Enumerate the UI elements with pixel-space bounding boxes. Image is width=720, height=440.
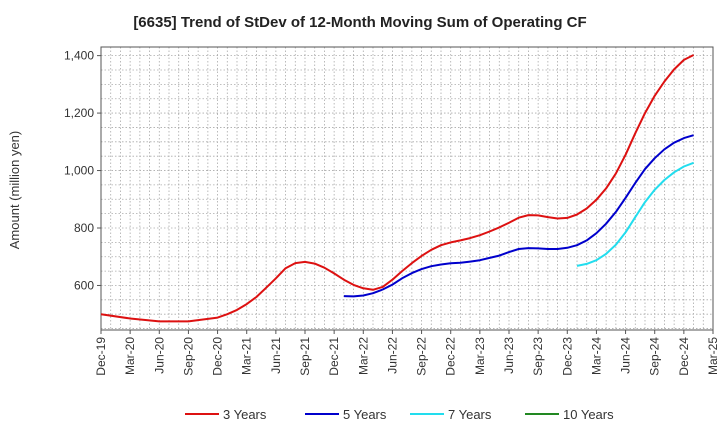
x-tick-label: Mar-24 [589,337,603,375]
x-tick-label: Sep-20 [181,337,195,376]
legend-label: 3 Years [223,407,267,422]
legend-label: 10 Years [563,407,614,422]
y-tick-label: 1,200 [64,106,94,120]
x-tick-label: Mar-25 [706,337,720,375]
y-tick-label: 1,000 [64,164,94,178]
x-tick-label: Jun-21 [269,337,283,374]
series-line-5-years [343,134,694,298]
x-axis: Dec-19 Mar-20 Jun-20 Sep-20 Dec-20 Mar-21 Jun-… [94,330,720,376]
x-tick-label: Sep-23 [531,337,545,376]
grid [101,47,713,330]
x-tick-label: Sep-22 [415,337,429,376]
legend: 3 Years 5 Years 7 Years 10 Years [185,407,614,422]
x-tick-label: Mar-23 [473,337,487,375]
x-tick-label: Sep-21 [298,337,312,376]
x-tick-label: Jun-20 [152,337,166,374]
x-tick-label: Dec-24 [677,337,691,376]
x-tick-label: Dec-20 [211,337,225,376]
legend-label: 5 Years [343,407,387,422]
x-tick-label: Dec-19 [94,337,108,376]
x-tick-label: Jun-23 [502,337,516,374]
x-tick-label: Mar-22 [356,337,370,375]
y-axis-label: Amount (million yen) [7,131,22,250]
x-tick-label: Mar-20 [123,337,137,375]
chart-title: [6635] Trend of StDev of 12-Month Moving… [133,14,586,31]
x-tick-label: Jun-24 [619,337,633,374]
legend-label: 7 Years [448,407,492,422]
x-tick-label: Mar-21 [240,337,254,375]
y-tick-label: 1,400 [64,49,94,63]
x-tick-label: Jun-22 [385,337,399,374]
x-tick-label: Dec-23 [560,337,574,376]
x-tick-label: Dec-21 [327,337,341,376]
series-line-3-years [100,54,695,323]
plot-area [100,46,714,331]
y-tick-label: 600 [74,278,94,292]
x-tick-label: Dec-22 [444,337,458,376]
y-axis: 600 800 1,000 1,200 1,400 [64,49,101,292]
series-lines [100,54,695,323]
y-tick-label: 800 [74,221,94,235]
series-line-7-years [576,161,694,267]
x-tick-label: Sep-24 [648,337,662,376]
